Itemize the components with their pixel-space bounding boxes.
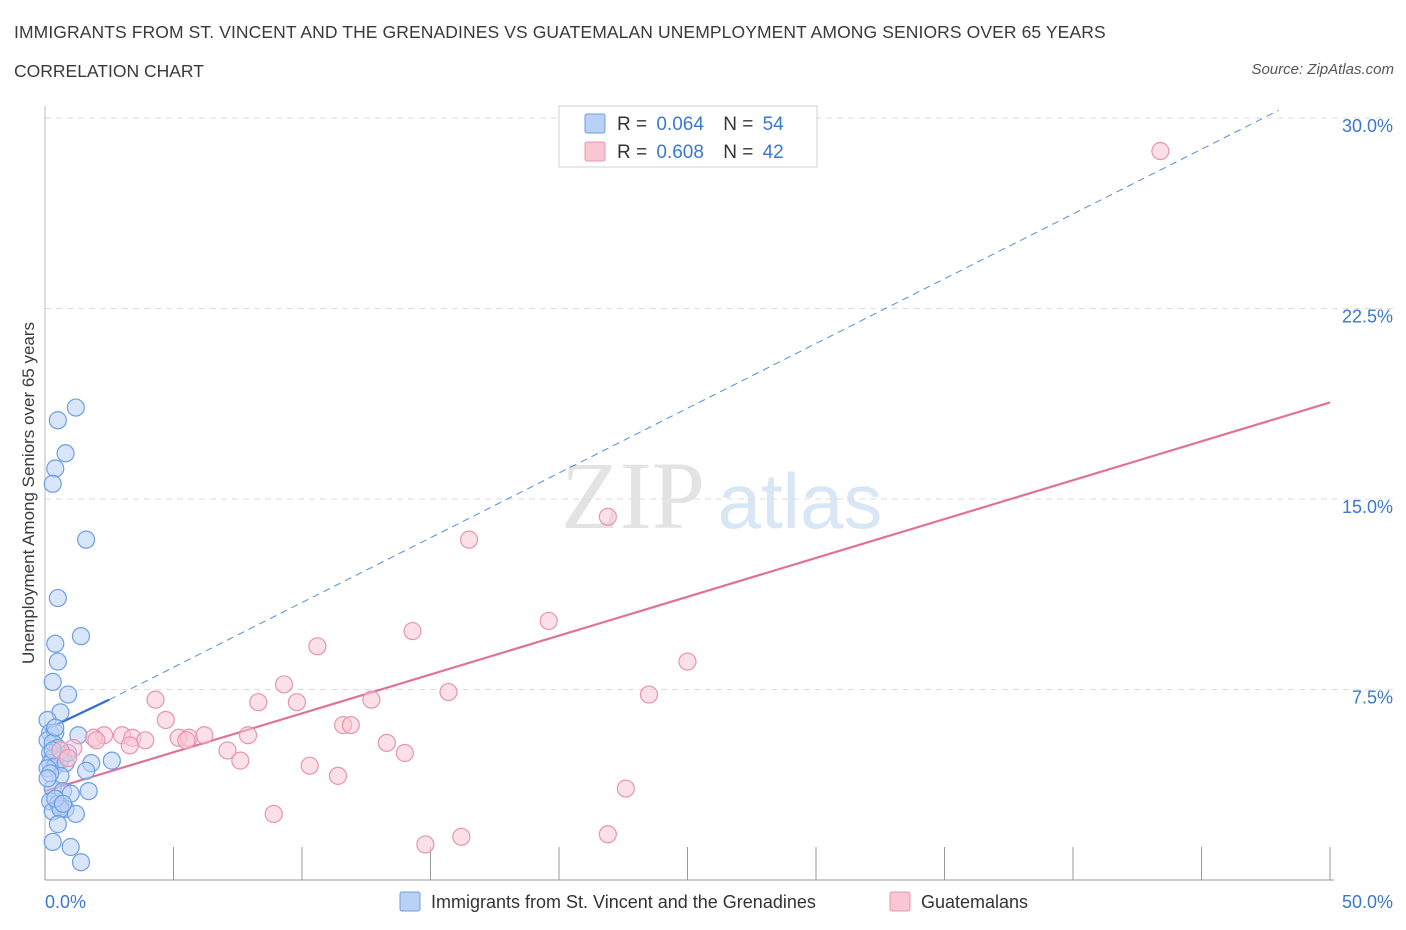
watermark: ZIP atlas [561,442,882,549]
point-blue-30 [77,761,96,780]
point-pink-41 [416,835,435,854]
grid [45,117,1395,690]
trend-dashed-blue [109,109,1279,701]
point-blue-35 [79,781,98,801]
watermark-zip: ZIP [561,442,705,549]
point-pink-42 [598,825,617,844]
point-pink-36 [300,756,319,775]
point-pink-0 [1151,141,1170,161]
point-blue-45 [61,837,80,857]
point-pink-27 [177,731,196,750]
point-blue-6 [48,588,67,608]
watermark-atlas: atlas [718,457,883,545]
y-tick-label-0: 7.5% [1352,688,1393,708]
point-pink-28 [120,736,139,755]
stats-r-value-pink: 0.608 [656,142,704,163]
point-pink-40 [452,827,471,846]
point-blue-1 [48,411,67,430]
source-label: Source: ZipAtlas.com [1251,61,1394,78]
point-blue-44 [43,832,62,852]
x-tick-label-0: 0.0% [45,892,86,912]
point-blue-43 [48,815,67,834]
point-pink-8 [439,682,458,702]
svg-text:R = 0.608 N =: R = 0.608 N = 42 [617,142,784,163]
point-pink-32 [377,733,396,752]
y-axis-label: Unemployment Among Seniors over 65 years [19,322,38,664]
point-blue-0 [66,398,85,417]
legend-swatch-pink [889,891,911,912]
point-pink-14 [156,710,175,730]
point-blue-3 [46,459,65,478]
point-pink-34 [59,748,78,768]
point-blue-10 [43,672,62,691]
stats-n-label-pink: N = [723,142,753,163]
point-blue-9 [48,652,67,671]
chart-subtitle: CORRELATION CHART [14,61,204,81]
stats-n-value-pink: 42 [763,142,784,163]
point-pink-11 [249,693,268,712]
series-legend: Immigrants from St. Vincent and the Gren… [399,891,1028,912]
point-pink-3 [539,611,558,631]
chart-title: IMMIGRANTS FROM ST. VINCENT AND THE GREN… [14,22,1106,42]
point-pink-39 [264,804,283,824]
point-blue-4 [43,474,62,493]
legend-label-blue: Immigrants from St. Vincent and the Gren… [431,892,816,912]
y-tick-label-3: 30.0% [1342,116,1393,136]
point-pink-37 [328,766,348,785]
point-pink-25 [87,731,106,750]
point-pink-35 [231,751,250,770]
stats-n-label-blue: N = [723,114,753,135]
svg-text:R = 0.064 N =: R = 0.064 N = 54 [617,114,784,135]
stats-r-value-blue: 0.064 [656,114,704,135]
point-pink-10 [146,690,165,709]
point-blue-7 [46,634,65,653]
point-pink-9 [639,685,659,704]
point-pink-23 [195,726,214,745]
point-pink-38 [616,779,635,798]
point-pink-1 [598,507,617,526]
stats-n-value-blue: 54 [763,114,785,135]
point-pink-13 [362,690,381,709]
trend-solid-pink [44,401,1331,793]
point-blue-11 [59,685,78,704]
stats-r-label-blue: R = [617,114,647,135]
point-pink-7 [274,675,294,694]
point-blue-42 [66,804,85,824]
point-blue-50 [46,718,65,737]
point-blue-51 [38,769,57,788]
point-blue-5 [77,530,96,549]
y-tick-labels: 7.5% 15.0% 22.5% 30.0% [1342,116,1393,708]
point-pink-4 [403,621,422,641]
data-points [38,141,1170,872]
legend-label-pink: Guatemalans [921,892,1028,912]
point-pink-5 [308,637,327,656]
point-pink-26 [136,731,155,750]
point-pink-16 [341,715,360,735]
stats-legend-swatch-blue [584,113,606,134]
y-tick-label-2: 22.5% [1342,307,1393,327]
y-tick-label-1: 15.0% [1342,497,1393,517]
point-blue-46 [71,853,91,872]
stats-legend-swatch-pink [584,141,606,162]
point-pink-31 [218,741,237,760]
point-pink-2 [459,530,479,549]
point-pink-12 [287,693,306,712]
point-pink-6 [678,652,697,671]
legend-swatch-blue [399,891,421,912]
point-blue-29 [102,751,121,770]
point-blue-52 [53,794,73,813]
point-pink-33 [395,743,414,763]
x-tick-labels: 0.0% 50.0% [45,892,1393,912]
point-blue-8 [71,627,91,646]
stats-r-label-pink: R = [617,142,647,163]
point-blue-2 [56,444,75,463]
point-pink-24 [238,726,258,745]
x-tick-label-1: 50.0% [1342,892,1393,912]
stats-legend: R = 0.064 N = 54 R = 0.608 N = 42 [558,105,818,168]
